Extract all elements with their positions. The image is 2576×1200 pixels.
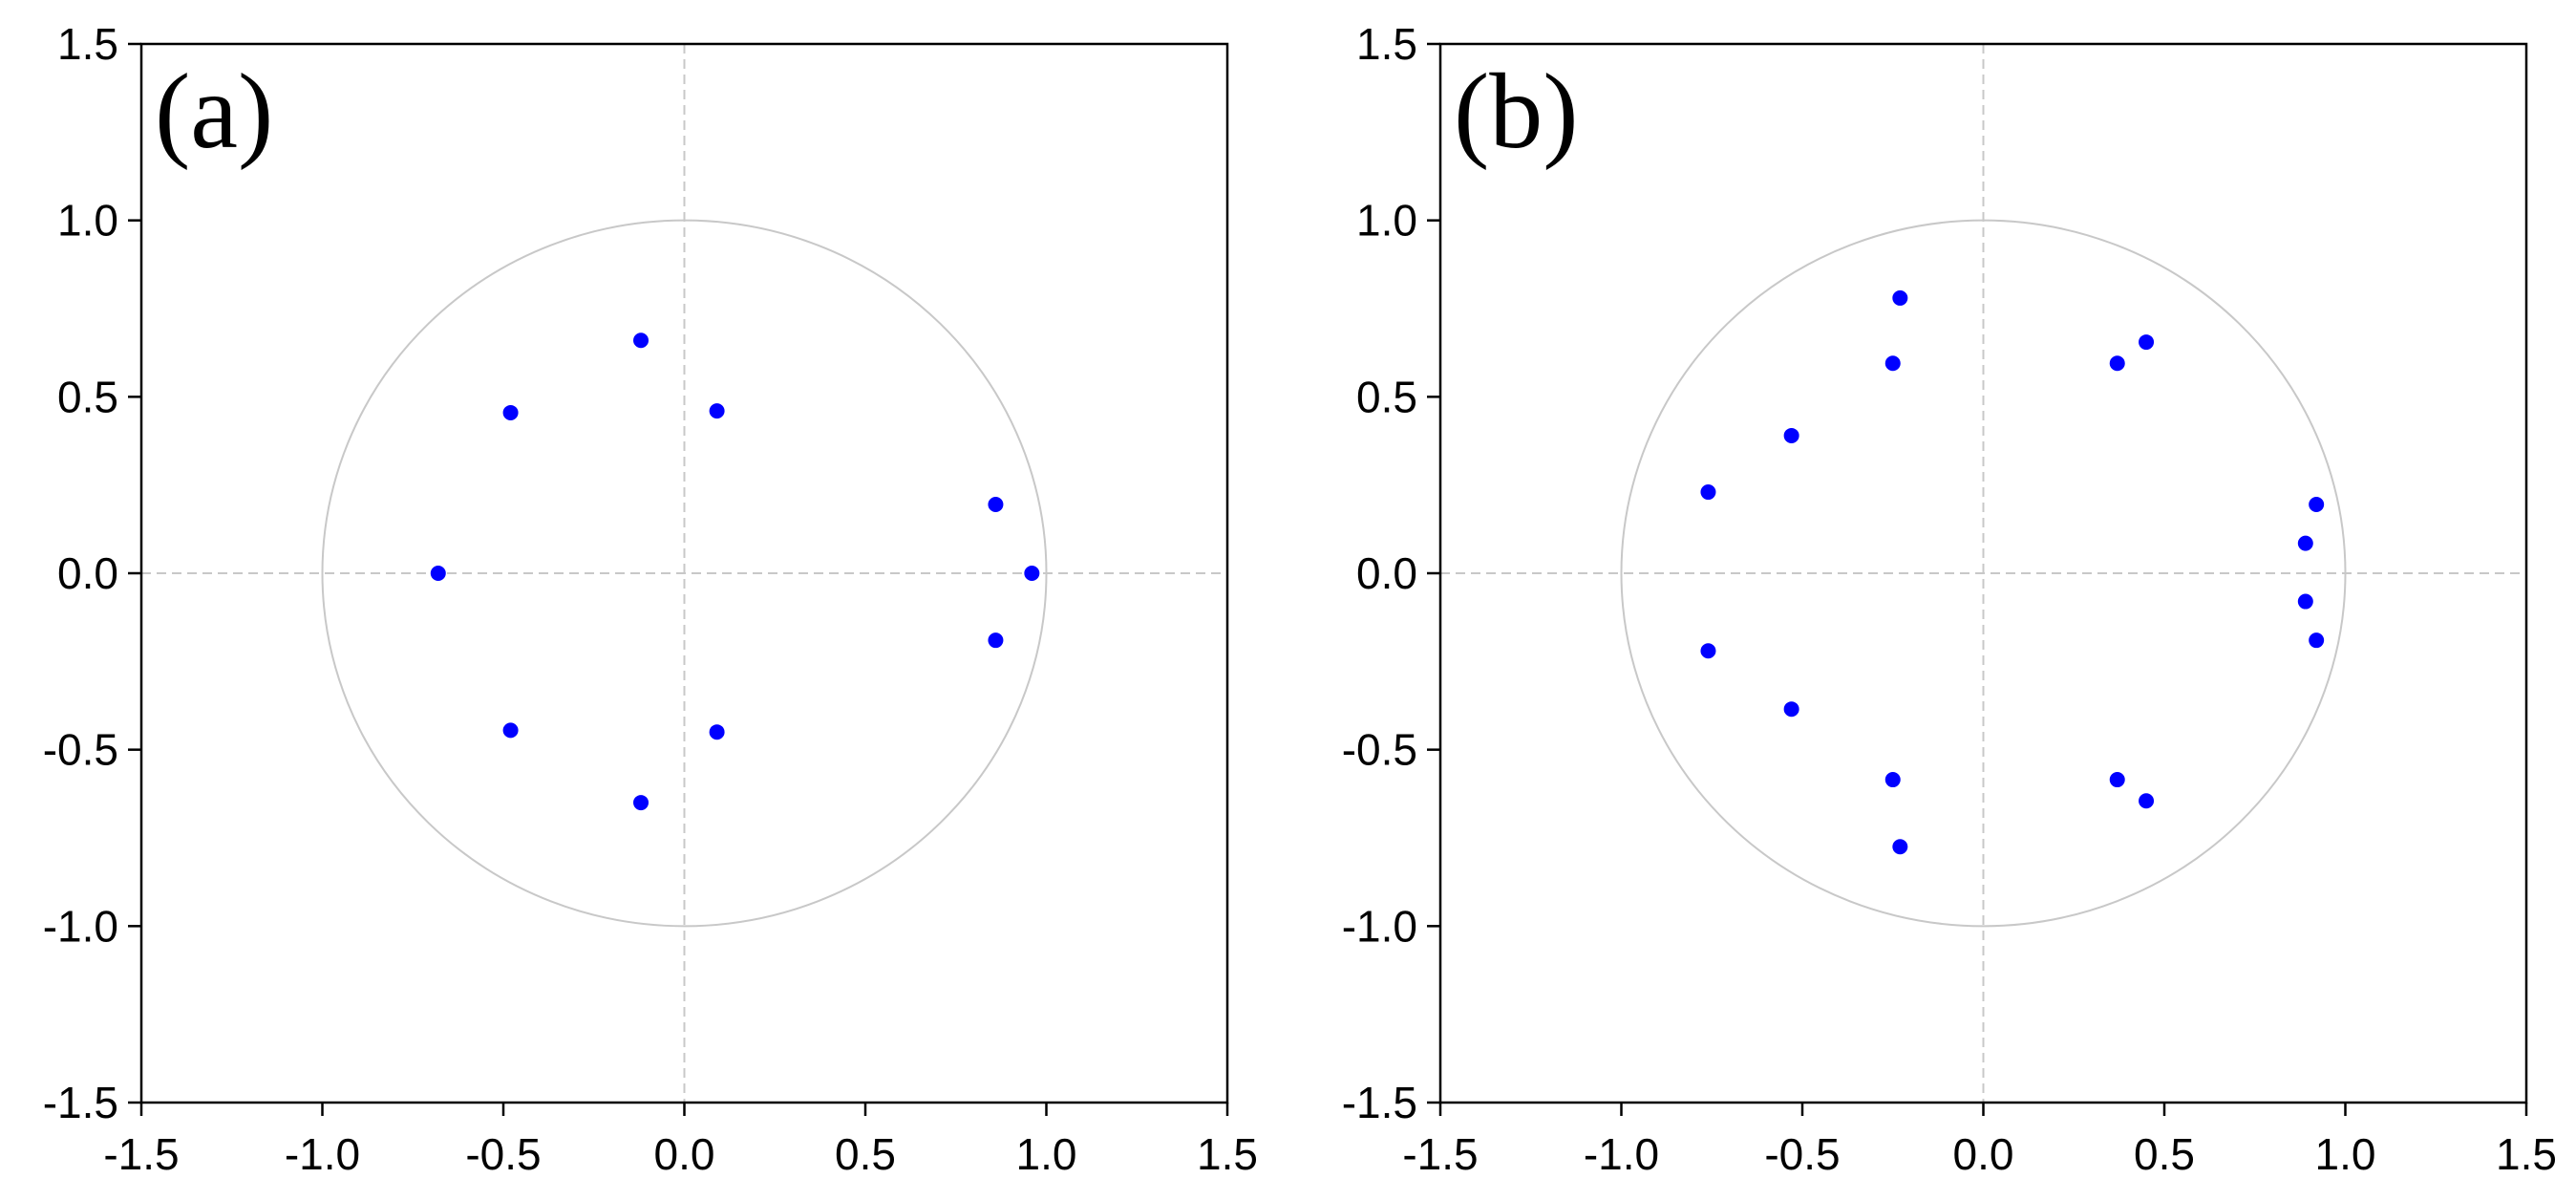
eigenvalue-point xyxy=(633,795,649,811)
y-tick-label: -1.0 xyxy=(1342,901,1417,951)
eigenvalue-point xyxy=(502,404,519,420)
eigenvalue-point xyxy=(430,566,446,581)
x-tick-label: -1.0 xyxy=(285,1129,360,1179)
x-tick-label: -1.5 xyxy=(1402,1129,1478,1179)
y-tick-label: -0.5 xyxy=(43,725,118,775)
eigenvalue-point xyxy=(2109,355,2125,372)
x-tick-label: 0.0 xyxy=(654,1129,715,1179)
x-tick-label: 1.5 xyxy=(2496,1129,2557,1179)
plot-panel-b: -1.5 -1.0 -0.5 0.0 0.5 1.0 1.5 1.5 1.0 0.5 0.0 -0.5… xyxy=(1342,19,2557,1179)
y-tick-label: 0.5 xyxy=(1356,372,1417,421)
y-tick-label: 0.0 xyxy=(57,548,118,598)
x-tick-label: 1.0 xyxy=(2315,1129,2376,1179)
plot-panel-a: -1.5 -1.0 -0.5 0.0 0.5 1.0 1.5 1.5 1.0 0.5 0.0 -0.5… xyxy=(43,19,1258,1179)
eigenvalue-point xyxy=(2297,535,2313,551)
y-tick-label: -0.5 xyxy=(1342,725,1417,775)
eigenvalue-point xyxy=(1700,643,1716,659)
y-tick-label: 1.5 xyxy=(1356,19,1417,69)
y-tick-label: 0.0 xyxy=(1356,548,1417,598)
x-tick-label: 1.5 xyxy=(1197,1129,1258,1179)
eigenvalue-point xyxy=(2297,593,2313,610)
eigenvalue-point xyxy=(1700,484,1716,501)
x-tick-label: -0.5 xyxy=(1764,1129,1840,1179)
panel-label: (a) xyxy=(155,53,273,171)
y-tick-label: 1.0 xyxy=(1356,196,1417,246)
x-tick-label: -0.5 xyxy=(465,1129,541,1179)
y-tick-label: -1.5 xyxy=(43,1078,118,1127)
x-tick-label: -1.0 xyxy=(1584,1129,1659,1179)
eigenvalue-point xyxy=(1783,701,1799,718)
panel-label: (b) xyxy=(1454,53,1579,171)
x-tick-label: 0.0 xyxy=(1953,1129,2014,1179)
eigenvalue-point xyxy=(1783,427,1799,443)
eigenvalue-point xyxy=(1892,839,1908,855)
eigenvalue-point xyxy=(1884,772,1901,788)
x-tick-label: 0.5 xyxy=(835,1129,896,1179)
x-tick-label: -1.5 xyxy=(103,1129,179,1179)
x-tick-label: 0.5 xyxy=(2134,1129,2195,1179)
eigenvalue-point xyxy=(1892,289,1908,306)
eigenvalue-point xyxy=(988,496,1004,512)
y-tick-label: 1.0 xyxy=(57,196,118,246)
eigenvalue-point xyxy=(2109,772,2125,788)
y-tick-label: -1.5 xyxy=(1342,1078,1417,1127)
eigenvalue-point xyxy=(2309,496,2325,512)
eigenvalue-point xyxy=(709,724,725,740)
y-tick-label: -1.0 xyxy=(43,901,118,951)
x-tick-label: 1.0 xyxy=(1016,1129,1077,1179)
eigenvalue-point xyxy=(2139,334,2155,351)
eigenvalue-point xyxy=(1884,355,1901,372)
eigenvalue-point xyxy=(2139,793,2155,809)
eigenvalue-point xyxy=(502,722,519,739)
eigenvalue-point xyxy=(988,632,1004,649)
y-tick-label: 0.5 xyxy=(57,372,118,421)
eigenvalue-point xyxy=(1024,566,1040,581)
eigenvalue-point xyxy=(2309,632,2325,649)
eigenvalue-point xyxy=(633,332,649,349)
eigenvalue-point xyxy=(709,403,725,419)
y-tick-label: 1.5 xyxy=(57,19,118,69)
